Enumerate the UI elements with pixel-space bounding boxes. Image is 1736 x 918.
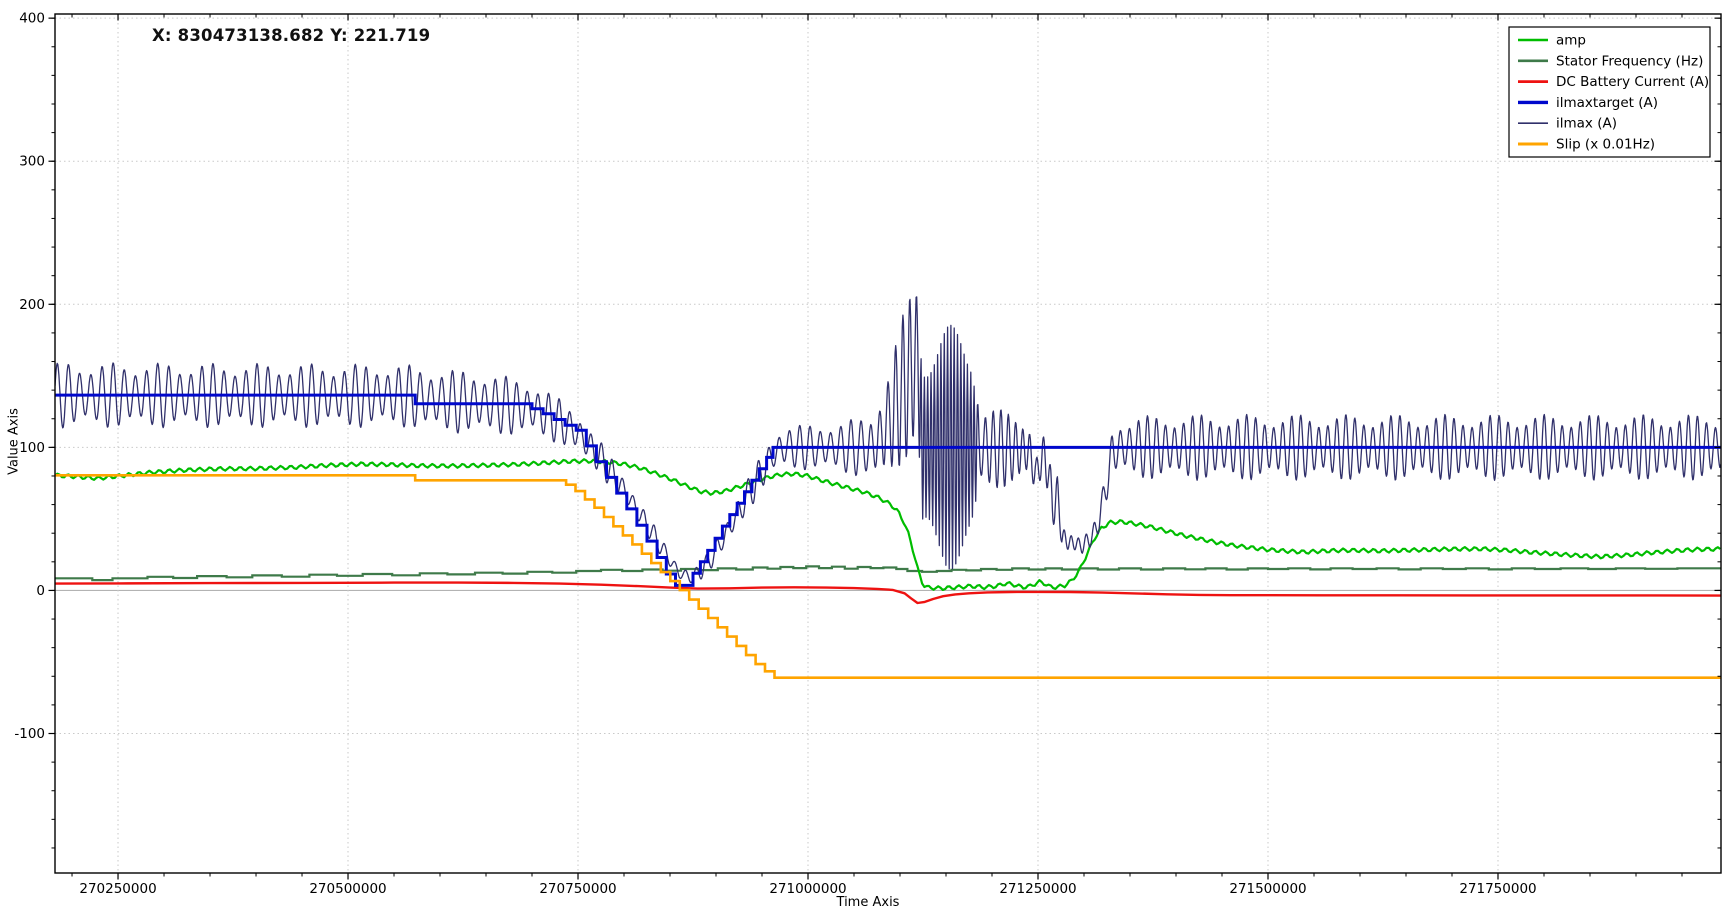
x-tick-label: 271500000 <box>1229 881 1306 897</box>
x-tick-label: 271750000 <box>1459 881 1536 897</box>
legend-item-ilmaxtarget-a[interactable]: ilmaxtarget (A) <box>1518 95 1658 111</box>
series-dc-battery-current-a <box>55 581 1721 605</box>
series-stator-frequency-hz <box>55 565 1721 582</box>
legend-item-amp[interactable]: amp <box>1518 33 1586 49</box>
series-ilmax-a <box>55 296 1721 584</box>
legend-item-dc-battery-current-a[interactable]: DC Battery Current (A) <box>1518 74 1709 90</box>
y-tick-label: 200 <box>19 297 45 313</box>
legend-label: amp <box>1556 33 1586 49</box>
series-amp <box>55 458 1721 591</box>
legend-label: ilmaxtarget (A) <box>1556 95 1658 111</box>
y-tick-label: 0 <box>36 583 45 599</box>
legend: amp Stator Frequency (Hz) DC Battery Curre… <box>1508 26 1711 158</box>
cursor-readout: X: 830473138.682 Y: 221.719 <box>152 26 431 45</box>
series-slip-x-0-01hz <box>55 474 1721 679</box>
legend-item-stator-frequency-hz[interactable]: Stator Frequency (Hz) <box>1518 53 1703 69</box>
y-tick-label: 100 <box>19 440 45 456</box>
legend-item-slip-x-0-01hz[interactable]: Slip (x 0.01Hz) <box>1518 137 1655 153</box>
y-tick-label: 400 <box>19 11 45 27</box>
legend-label: Slip (x 0.01Hz) <box>1556 137 1655 153</box>
x-tick-label: 271000000 <box>769 881 846 897</box>
legend-item-ilmax-a[interactable]: ilmax (A) <box>1518 116 1617 132</box>
y-axis-title: Value Axis <box>6 408 22 475</box>
x-axis-title: Time Axis <box>836 895 900 910</box>
x-tick-label: 270750000 <box>539 881 616 897</box>
y-tick-label: 300 <box>19 154 45 170</box>
x-tick-label: 271250000 <box>999 881 1076 897</box>
legend-label: Stator Frequency (Hz) <box>1556 53 1703 69</box>
x-tick-label: 270500000 <box>309 881 386 897</box>
legend-label: DC Battery Current (A) <box>1556 74 1709 90</box>
y-tick-label: -100 <box>14 726 45 742</box>
legend-label: ilmax (A) <box>1556 116 1617 132</box>
axes: 270250000 270500000 270750000 271000000 2712… <box>14 11 1722 897</box>
x-tick-label: 270250000 <box>79 881 156 897</box>
series-layer <box>55 296 1721 679</box>
grid <box>55 14 1721 873</box>
series-ilmaxtarget-a <box>55 393 1721 587</box>
